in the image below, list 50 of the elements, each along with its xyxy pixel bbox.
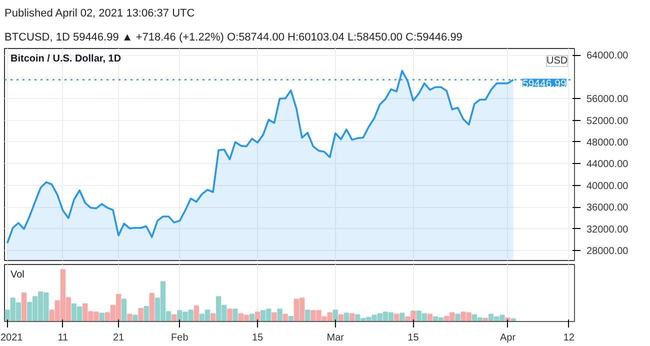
bar: [149, 293, 154, 322]
bar: [249, 314, 255, 322]
bar: [232, 308, 238, 322]
x-tick-label: 11: [58, 332, 69, 344]
x-tick-label: 12: [563, 332, 575, 344]
x-tick-label: 15: [408, 332, 420, 344]
chart-title: Vol: [10, 270, 24, 280]
bar: [121, 298, 127, 322]
bar: [132, 314, 138, 322]
bar: [21, 292, 27, 322]
bar: [254, 312, 260, 322]
x-tick-label: Apr: [500, 332, 516, 344]
x-tick-label: 21: [112, 332, 124, 344]
bar: [144, 306, 149, 322]
bar: [227, 308, 232, 322]
bar: [332, 310, 338, 322]
bar: [510, 318, 516, 322]
annotation: USD: [546, 56, 568, 66]
y-tick-label: 52000.00: [586, 116, 629, 127]
x-tick-label: Mar: [326, 332, 345, 344]
bar: [210, 313, 216, 322]
bar: [99, 312, 104, 322]
y-tick-label: 48000.00: [586, 137, 629, 148]
x-tick-label: 15: [252, 332, 264, 344]
bar: [400, 312, 405, 322]
y-tick-label: 64000.00: [586, 50, 629, 62]
bar: [127, 314, 132, 322]
y-tick-label: 40000.00: [586, 180, 629, 192]
bar: [455, 314, 460, 322]
bar: [304, 310, 310, 322]
bar: [194, 305, 199, 322]
text: Published April 02, 2021 13:06:37 UTC: [4, 8, 195, 20]
bar: [272, 312, 277, 322]
x-tick-label: 2021: [0, 332, 24, 344]
bar: [344, 312, 350, 322]
ref-line-label: 59446.99: [522, 78, 566, 90]
bar: [427, 314, 432, 322]
bar: [282, 314, 288, 322]
y-tick-label: 36000.00: [586, 202, 629, 214]
text: BTCUSD, 1D 59446.99 ▲ +718.46 (+1.22%) O:58744.00 H:60103.04 L:58450.00 C:59446.99: [4, 32, 462, 44]
text: Bitcoin / U.S. Dollar, 1D: [10, 54, 122, 64]
y-tick-label: 32000.00: [586, 224, 629, 236]
x-tick-label: Feb: [171, 332, 189, 344]
bar: [277, 308, 282, 322]
bar: [349, 313, 355, 322]
bar: [394, 314, 400, 322]
y-tick-label: 28000.00: [586, 246, 629, 258]
bar: [138, 308, 144, 322]
y-tick-label: 44000.00: [586, 159, 629, 170]
y-tick-label: 56000.00: [586, 94, 629, 106]
